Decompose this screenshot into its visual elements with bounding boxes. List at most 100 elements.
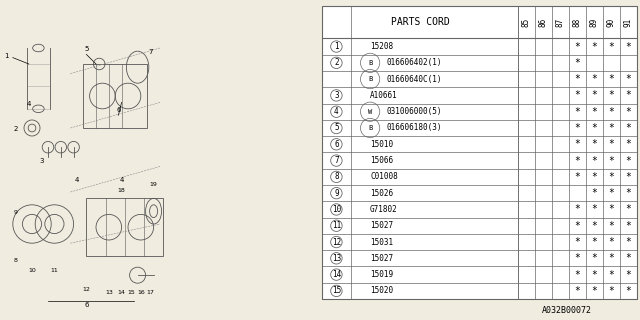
Text: 5: 5 [334, 124, 339, 132]
Text: 91: 91 [624, 18, 633, 27]
Text: *: * [591, 42, 597, 52]
Text: *: * [625, 253, 631, 263]
Text: *: * [609, 107, 614, 117]
Text: *: * [609, 123, 614, 133]
Text: *: * [625, 74, 631, 84]
Text: *: * [625, 107, 631, 117]
Text: 13: 13 [332, 254, 341, 263]
Text: 7: 7 [148, 49, 153, 55]
Text: *: * [625, 270, 631, 280]
Text: *: * [609, 172, 614, 182]
Text: *: * [609, 42, 614, 52]
Text: *: * [625, 156, 631, 165]
Text: 3: 3 [334, 91, 339, 100]
Text: *: * [609, 74, 614, 84]
Text: 3: 3 [39, 158, 44, 164]
Bar [86, 198, 163, 256]
Text: 6: 6 [334, 140, 339, 149]
Text: *: * [591, 156, 597, 165]
Text: *: * [591, 74, 597, 84]
Text: 15: 15 [127, 291, 135, 295]
Text: *: * [609, 270, 614, 280]
Text: *: * [625, 123, 631, 133]
Text: A032B00072: A032B00072 [542, 306, 592, 315]
Text: 01660640C(1): 01660640C(1) [386, 75, 442, 84]
Text: *: * [591, 188, 597, 198]
Text: B: B [368, 125, 372, 131]
Text: *: * [591, 237, 597, 247]
Text: 6: 6 [116, 107, 121, 113]
Text: *: * [575, 107, 580, 117]
Text: *: * [609, 253, 614, 263]
Text: *: * [575, 58, 580, 68]
Text: 15026: 15026 [370, 189, 393, 198]
Text: W: W [368, 109, 372, 115]
Text: 15027: 15027 [370, 221, 393, 230]
Text: *: * [625, 42, 631, 52]
Text: *: * [609, 237, 614, 247]
Text: *: * [625, 237, 631, 247]
Text: *: * [591, 123, 597, 133]
Text: *: * [591, 286, 597, 296]
Text: 4: 4 [120, 177, 124, 183]
Text: 14: 14 [118, 291, 125, 295]
Text: 8: 8 [14, 259, 18, 263]
Text: 14: 14 [332, 270, 341, 279]
Text: *: * [575, 253, 580, 263]
Text: 15: 15 [332, 286, 341, 295]
Text: *: * [575, 156, 580, 165]
Text: *: * [625, 139, 631, 149]
Text: *: * [591, 139, 597, 149]
Text: B: B [368, 76, 372, 82]
Text: 1: 1 [334, 42, 339, 51]
Text: 12: 12 [83, 287, 90, 292]
Text: *: * [609, 139, 614, 149]
Text: 6: 6 [84, 302, 89, 308]
Text: *: * [591, 172, 597, 182]
Text: 15027: 15027 [370, 254, 393, 263]
Text: *: * [575, 139, 580, 149]
Text: 17: 17 [147, 291, 154, 295]
Text: 9: 9 [334, 189, 339, 198]
Text: *: * [575, 237, 580, 247]
Text: 16: 16 [137, 291, 145, 295]
Text: *: * [591, 253, 597, 263]
Text: *: * [609, 156, 614, 165]
Text: *: * [625, 172, 631, 182]
Text: 5: 5 [84, 46, 88, 52]
Text: 016606180(3): 016606180(3) [386, 124, 442, 132]
Text: *: * [609, 188, 614, 198]
Text: *: * [625, 188, 631, 198]
Text: B: B [368, 60, 372, 66]
Text: *: * [609, 221, 614, 231]
Text: G71802: G71802 [370, 205, 398, 214]
Text: *: * [591, 221, 597, 231]
Text: *: * [575, 74, 580, 84]
Text: *: * [591, 91, 597, 100]
Text: *: * [625, 286, 631, 296]
Text: 11: 11 [332, 221, 341, 230]
Text: *: * [575, 204, 580, 214]
Text: *: * [591, 270, 597, 280]
Text: 19: 19 [150, 181, 157, 187]
Text: 10: 10 [28, 268, 36, 273]
Text: 2: 2 [14, 126, 18, 132]
Text: 1: 1 [4, 52, 9, 59]
Text: 8: 8 [334, 172, 339, 181]
Text: 031006000(5): 031006000(5) [386, 107, 442, 116]
Text: *: * [591, 107, 597, 117]
Text: 13: 13 [105, 291, 113, 295]
Text: 4: 4 [75, 177, 79, 183]
Text: *: * [625, 91, 631, 100]
Text: *: * [625, 204, 631, 214]
Text: 90: 90 [607, 18, 616, 27]
Text: 15010: 15010 [370, 140, 393, 149]
Text: *: * [575, 270, 580, 280]
Text: 12: 12 [332, 237, 341, 246]
Text: 18: 18 [118, 188, 125, 193]
Text: 85: 85 [522, 18, 531, 27]
Text: 88: 88 [573, 18, 582, 27]
Text: 11: 11 [51, 268, 58, 273]
Text: *: * [575, 91, 580, 100]
Text: *: * [575, 42, 580, 52]
